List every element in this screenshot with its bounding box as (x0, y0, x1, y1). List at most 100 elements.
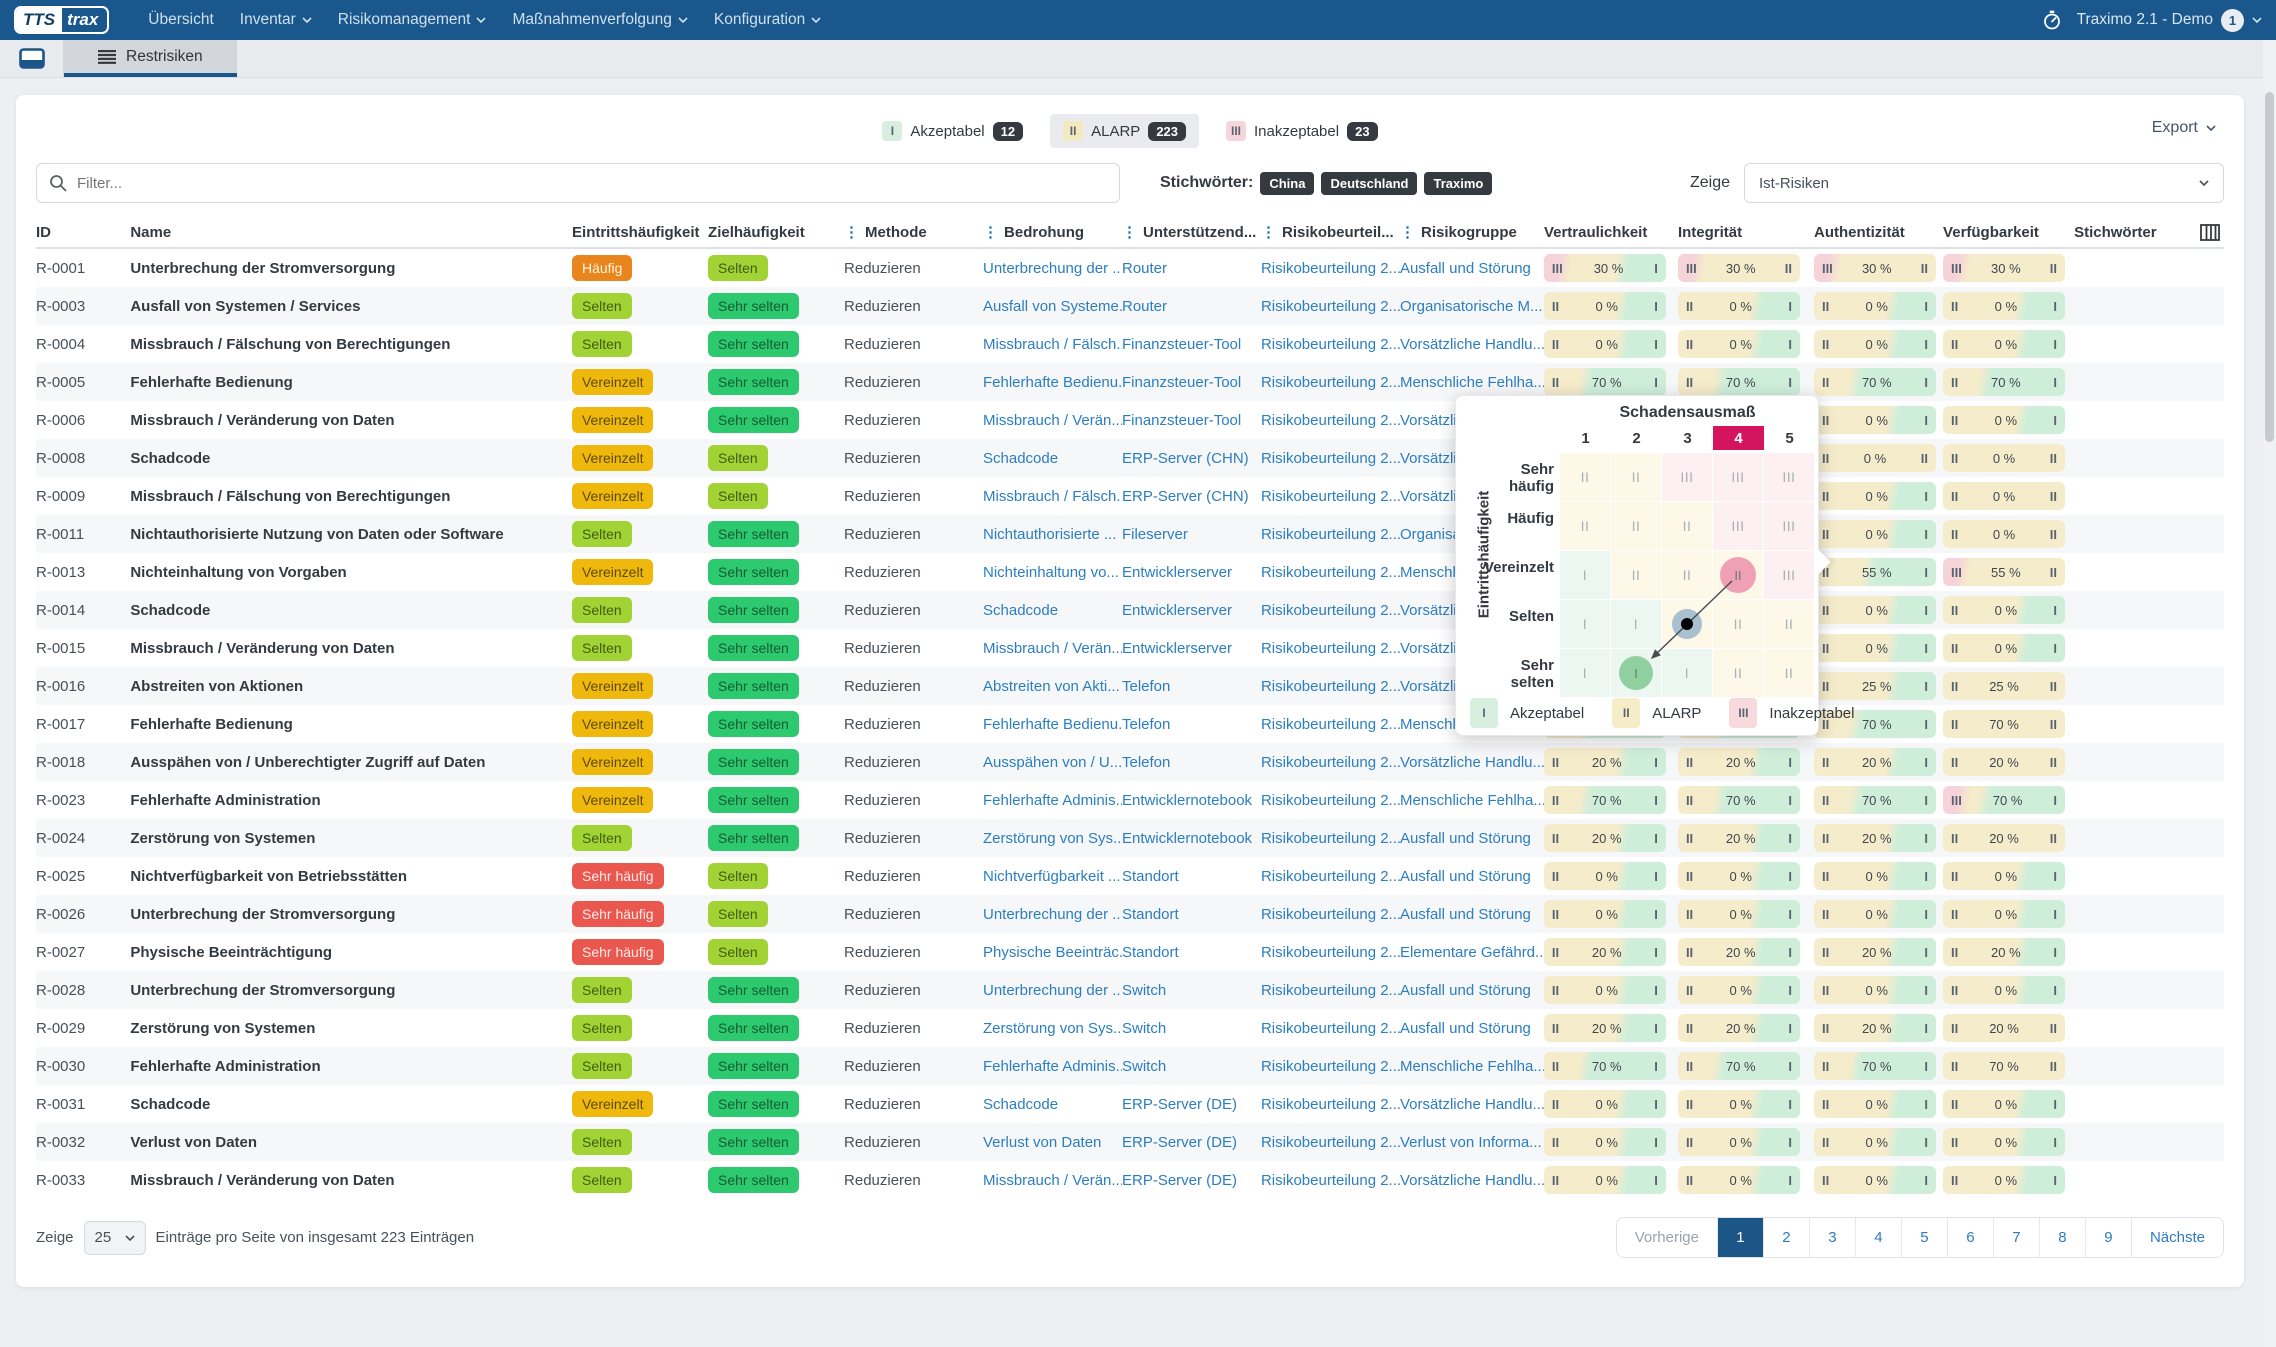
risk-indicator-cell[interactable]: II 20 % II (1943, 1014, 2074, 1042)
risk-indicator-cell[interactable]: II 20 % II (1943, 748, 2074, 776)
row-risikogruppe-link[interactable]: Organisatorische M... (1399, 297, 1543, 315)
risk-indicator-cell[interactable]: II 0 % I (1813, 292, 1943, 320)
row-risikogruppe-link[interactable]: Ausfall und Störung (1399, 829, 1531, 847)
row-risikogruppe-link[interactable]: Ausfall und Störung (1399, 867, 1531, 885)
risk-indicator-cell[interactable]: II 0 % I (1543, 330, 1678, 358)
row-risikobeurteilung-link[interactable]: Risikobeurteilung 2... (1260, 373, 1400, 391)
row-risikogruppe-link[interactable]: Menschliche Fehlha... (1399, 1057, 1544, 1075)
pagination-page-8[interactable]: 8 (2039, 1218, 2086, 1257)
risk-indicator-cell[interactable]: II 20 % I (1813, 1014, 1943, 1042)
row-unterstuetzend-link[interactable]: Standort (1121, 943, 1179, 961)
row-unterstuetzend-link[interactable]: Router (1121, 259, 1168, 277)
risk-indicator-cell[interactable]: II 20 % II (1943, 824, 2074, 852)
row-risikogruppe-link[interactable]: Verlust von Informa... (1399, 1133, 1542, 1151)
column-header[interactable]: Name (130, 224, 572, 241)
pagination-page-3[interactable]: 3 (1809, 1218, 1856, 1257)
row-risikobeurteilung-link[interactable]: Risikobeurteilung 2... (1260, 1019, 1400, 1037)
row-unterstuetzend-link[interactable]: Router (1121, 297, 1168, 315)
row-risikobeurteilung-link[interactable]: Risikobeurteilung 2... (1260, 715, 1400, 733)
table-row[interactable]: R-0003 Ausfall von Systemen / Services Sel… (36, 287, 2224, 325)
row-risikobeurteilung-link[interactable]: Risikobeurteilung 2... (1260, 677, 1400, 695)
risk-indicator-cell[interactable]: II 0 % II (1813, 444, 1943, 472)
row-risikobeurteilung-link[interactable]: Risikobeurteilung 2... (1260, 1095, 1400, 1113)
account-menu[interactable]: Traximo 2.1 - Demo 1 (2077, 8, 2262, 32)
risk-indicator-cell[interactable]: II 70 % I (1813, 1052, 1943, 1080)
risk-indicator-cell[interactable]: II 70 % I (1543, 368, 1678, 396)
row-risikobeurteilung-link[interactable]: Risikobeurteilung 2... (1260, 753, 1400, 771)
table-row[interactable]: R-0017 Fehlerhafte Bedienung Vereinzelt Seh… (36, 705, 2224, 743)
risk-indicator-cell[interactable]: II 0 % I (1677, 292, 1814, 320)
row-risikogruppe-link[interactable]: Ausfall und Störung (1399, 1019, 1531, 1037)
summary-tab-inakzeptabel[interactable]: III Inakzeptabel 23 (1213, 114, 1391, 148)
row-bedrohung-link[interactable]: Fehlerhafte Adminis... (983, 1057, 1122, 1075)
row-bedrohung-link[interactable]: Missbrauch / Fälsch... (983, 487, 1122, 505)
nav-item-3[interactable]: Maßnahmenverfolgung (512, 11, 688, 29)
risk-indicator-cell[interactable]: II 20 % I (1813, 748, 1943, 776)
risk-indicator-cell[interactable]: II 20 % I (1813, 824, 1943, 852)
table-row[interactable]: R-0031 Schadcode Vereinzelt Sehr selten Redu… (36, 1085, 2224, 1123)
risk-indicator-cell[interactable]: II 0 % I (1543, 1090, 1678, 1118)
row-unterstuetzend-link[interactable]: Entwicklernotebook (1121, 829, 1253, 847)
risk-indicator-cell[interactable]: II 0 % I (1943, 1166, 2074, 1194)
pagination-page-4[interactable]: 4 (1855, 1218, 1902, 1257)
row-bedrohung-link[interactable]: Nichteinhaltung vo... (983, 563, 1119, 581)
column-header[interactable]: Authentizität (1814, 224, 1943, 241)
summary-tab-alarp[interactable]: II ALARP 223 (1050, 114, 1200, 148)
risk-indicator-cell[interactable]: II 0 % I (1543, 900, 1678, 928)
risk-indicator-cell[interactable]: II 70 % I (1677, 368, 1814, 396)
row-unterstuetzend-link[interactable]: Telefon (1121, 677, 1171, 695)
risk-indicator-cell[interactable]: II 0 % I (1943, 330, 2074, 358)
row-unterstuetzend-link[interactable]: Switch (1121, 1019, 1167, 1037)
table-row[interactable]: R-0024 Zerstörung von Systemen Selten Sehr … (36, 819, 2224, 857)
table-row[interactable]: R-0030 Fehlerhafte Administration Selten Se… (36, 1047, 2224, 1085)
table-row[interactable]: R-0009 Missbrauch / Fälschung von Berecht… (36, 477, 2224, 515)
row-bedrohung-link[interactable]: Zerstörung von Sys... (983, 829, 1122, 847)
table-row[interactable]: R-0001 Unterbrechung der Stromversorgung H… (36, 249, 2224, 287)
row-bedrohung-link[interactable]: Fehlerhafte Adminis... (983, 791, 1122, 809)
risk-indicator-cell[interactable]: II 20 % I (1677, 938, 1814, 966)
table-row[interactable]: R-0016 Abstreiten von Aktionen Vereinzelt S… (36, 667, 2224, 705)
risk-indicator-cell[interactable]: II 0 % I (1943, 596, 2074, 624)
risk-indicator-cell[interactable]: II 70 % I (1543, 786, 1678, 814)
table-row[interactable]: R-0028 Unterbrechung der Stromversorgung S… (36, 971, 2224, 1009)
nav-item-0[interactable]: Übersicht (148, 11, 213, 29)
row-risikobeurteilung-link[interactable]: Risikobeurteilung 2... (1260, 981, 1400, 999)
row-bedrohung-link[interactable]: Zerstörung von Sys... (983, 1019, 1122, 1037)
column-header[interactable]: Zielhäufigkeit (708, 224, 844, 241)
table-row[interactable]: R-0023 Fehlerhafte Administration Vereinze… (36, 781, 2224, 819)
nav-item-2[interactable]: Risikomanagement (338, 11, 487, 29)
timer-icon[interactable] (2041, 9, 2063, 31)
table-row[interactable]: R-0004 Missbrauch / Fälschung von Berecht… (36, 325, 2224, 363)
risk-indicator-cell[interactable]: II 0 % I (1813, 596, 1943, 624)
export-button[interactable]: Export (2152, 119, 2216, 137)
table-row[interactable]: R-0027 Physische Beeinträchtigung Sehr häu… (36, 933, 2224, 971)
risk-indicator-cell[interactable]: II 0 % I (1813, 634, 1943, 662)
row-risikobeurteilung-link[interactable]: Risikobeurteilung 2... (1260, 639, 1400, 657)
risk-indicator-cell[interactable]: II 70 % II (1943, 1052, 2074, 1080)
table-row[interactable]: R-0008 Schadcode Vereinzelt Selten Reduziere… (36, 439, 2224, 477)
row-risikobeurteilung-link[interactable]: Risikobeurteilung 2... (1260, 525, 1400, 543)
risk-indicator-cell[interactable]: II 0 % I (1943, 900, 2074, 928)
row-unterstuetzend-link[interactable]: Switch (1121, 1057, 1167, 1075)
row-unterstuetzend-link[interactable]: ERP-Server (DE) (1121, 1133, 1237, 1151)
row-unterstuetzend-link[interactable]: Entwicklernotebook (1121, 791, 1253, 809)
risk-indicator-cell[interactable]: II 0 % I (1813, 520, 1943, 548)
row-bedrohung-link[interactable]: Schadcode (983, 1095, 1059, 1113)
table-row[interactable]: R-0032 Verlust von Daten Selten Sehr selten… (36, 1123, 2224, 1161)
row-bedrohung-link[interactable]: Unterbrechung der ... (983, 981, 1122, 999)
risk-indicator-cell[interactable]: II 0 % I (1543, 976, 1678, 1004)
row-bedrohung-link[interactable]: Missbrauch / Verän... (983, 639, 1122, 657)
row-risikobeurteilung-link[interactable]: Risikobeurteilung 2... (1260, 601, 1400, 619)
risk-indicator-cell[interactable]: II 0 % I (1813, 1090, 1943, 1118)
row-risikogruppe-link[interactable]: Vorsätzliche Handlu... (1399, 1171, 1544, 1189)
column-menu-icon[interactable]: ⋮ (844, 224, 860, 241)
risk-indicator-cell[interactable]: II 0 % II (1943, 444, 2074, 472)
risk-indicator-cell[interactable]: II 0 % I (1813, 976, 1943, 1004)
row-bedrohung-link[interactable]: Fehlerhafte Bedienu... (983, 715, 1122, 733)
risk-indicator-cell[interactable]: II 0 % I (1677, 330, 1814, 358)
row-bedrohung-link[interactable]: Physische Beeinträc... (983, 943, 1122, 961)
column-settings[interactable] (2173, 223, 2224, 241)
risk-indicator-cell[interactable]: II 0 % I (1677, 1128, 1814, 1156)
risk-indicator-cell[interactable]: II 20 % I (1543, 748, 1678, 776)
risk-indicator-cell[interactable]: II 0 % I (1677, 900, 1814, 928)
